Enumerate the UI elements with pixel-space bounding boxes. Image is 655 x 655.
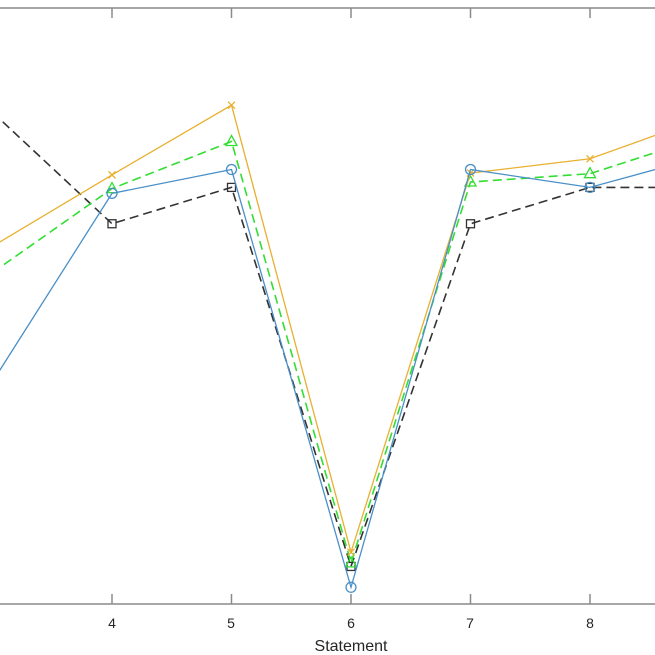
triangle-marker-icon xyxy=(224,134,239,147)
x-marker-icon xyxy=(347,548,355,557)
x-marker-icon xyxy=(227,101,236,110)
triangle-marker-icon xyxy=(583,166,597,179)
circle-marker-icon xyxy=(106,187,118,200)
plot-area xyxy=(0,101,655,593)
triangle-marker-icon xyxy=(105,181,119,194)
x-tick-label-4: 4 xyxy=(108,615,116,631)
series-blue-circle-line xyxy=(0,168,655,590)
x-axis-label: Statement xyxy=(315,638,388,655)
circle-marker-icon xyxy=(464,163,477,176)
series-blue-circle xyxy=(0,163,655,593)
x-axis-tick-labels: 4 5 6 7 8 xyxy=(108,615,594,631)
circle-marker-icon xyxy=(225,163,238,176)
x-tick-label-6: 6 xyxy=(347,615,355,631)
series-orange-x xyxy=(0,101,655,557)
square-marker-icon xyxy=(465,219,476,229)
x-marker-icon xyxy=(586,154,594,163)
triangle-marker-icon xyxy=(344,555,358,568)
x-tick-label-5: 5 xyxy=(227,615,235,631)
axes-frame xyxy=(0,7,655,605)
x-marker-icon xyxy=(108,170,116,179)
square-marker-icon xyxy=(107,219,117,229)
square-marker-icon xyxy=(226,182,237,193)
x-axis-ticks xyxy=(111,8,591,604)
x-tick-label-8: 8 xyxy=(586,615,594,631)
circle-marker-icon xyxy=(345,581,357,593)
x-tick-label-7: 7 xyxy=(466,615,474,631)
circle-marker-icon xyxy=(584,181,596,194)
